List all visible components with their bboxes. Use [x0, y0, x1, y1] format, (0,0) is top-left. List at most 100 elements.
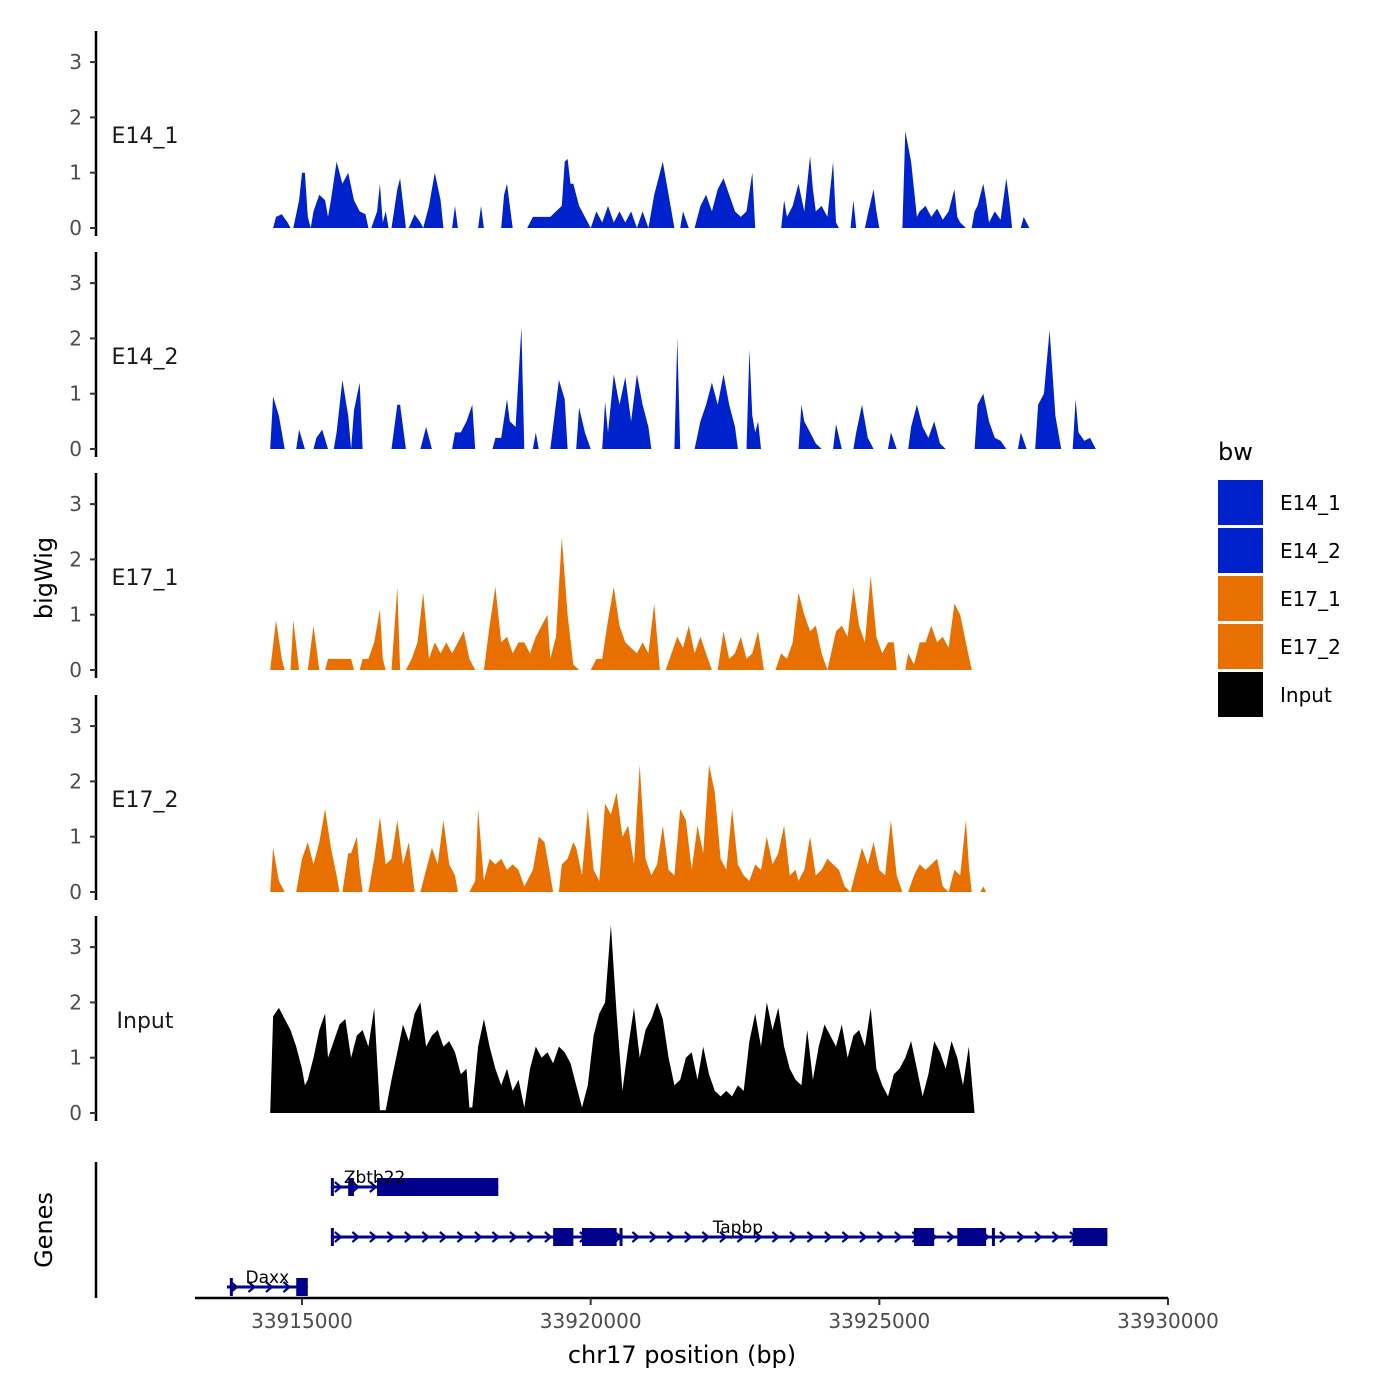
y-tick-label: 1 [69, 382, 82, 406]
strand-arrow [421, 1231, 431, 1243]
gene-exon [957, 1228, 987, 1246]
strand-arrow [701, 1231, 711, 1243]
legend-key-Input [1218, 672, 1263, 717]
legend-label: E17_2 [1280, 635, 1341, 659]
legend-key-E17_1 [1218, 576, 1263, 621]
strand-arrow [894, 1231, 903, 1243]
track-label: E17_1 [112, 566, 179, 591]
gene-Tapbp: Tapbp [330, 1218, 1108, 1246]
strand-arrow [230, 1281, 239, 1293]
strand-arrow [1016, 1231, 1026, 1243]
y-tick-label: 2 [69, 105, 82, 129]
track-E14_1: 0 1 2 3 E14_1 [69, 31, 1030, 240]
x-tick-label: 33915000 [251, 1309, 353, 1333]
strand-arrow [824, 1231, 833, 1243]
strand-arrow [789, 1231, 798, 1243]
genes-layer: Daxx Zbtb22 Tapbp [94, 1162, 1108, 1298]
track-label: Input [117, 1009, 174, 1034]
y-tick-label: 3 [69, 492, 82, 516]
strand-arrow [351, 1231, 361, 1243]
tracks-layer: 0 1 2 3 E14_1 0 1 2 3 E14_2 0 1 2 3 E17_1 0 1 2 3 E17_2 0 1 2 3… [69, 31, 1096, 1125]
strand-arrow [649, 1231, 658, 1243]
gene-label: Daxx [246, 1268, 290, 1288]
x-tick-label: 33925000 [828, 1309, 930, 1333]
gene-exon [330, 1178, 334, 1196]
x-tick-label: 33920000 [540, 1309, 642, 1333]
track-E17_1: 0 1 2 3 E17_1 [69, 473, 972, 682]
y-tick-label: 3 [69, 50, 82, 74]
track-E14_2: 0 1 2 3 E14_2 [69, 252, 1096, 461]
strand-arrow [456, 1231, 466, 1243]
strand-arrow [351, 1181, 361, 1193]
strand-arrow [631, 1231, 641, 1243]
strand-arrow [491, 1231, 501, 1243]
strand-arrow [544, 1231, 553, 1243]
legend: bw E14_1 E14_2 E17_1 E17_2 Input [1218, 438, 1341, 717]
strand-arrow [666, 1231, 676, 1243]
y-tick-label: 0 [69, 880, 82, 904]
strand-arrow [265, 1281, 274, 1293]
y-tick-label: 0 [69, 1101, 82, 1125]
strand-arrow [509, 1231, 518, 1243]
strand-arrow [999, 1231, 1008, 1243]
gene-label: Tapbp [712, 1218, 763, 1238]
track-area-E14_2 [270, 327, 1096, 449]
gene-label: Zbtb22 [344, 1168, 406, 1188]
gene-Daxx: Daxx [226, 1268, 308, 1296]
strand-arrow [404, 1231, 413, 1243]
track-label: E17_2 [112, 788, 179, 813]
legend-label: Input [1280, 683, 1332, 707]
strand-arrow [282, 1281, 292, 1293]
track-area-E14_1 [273, 131, 1030, 228]
strand-arrow [439, 1231, 448, 1243]
y-tick-label: 1 [69, 825, 82, 849]
strand-arrow [859, 1231, 868, 1243]
legend-label: E14_1 [1280, 491, 1341, 515]
gene-exon [991, 1228, 995, 1246]
strand-arrow [946, 1231, 956, 1243]
y-tick-label: 0 [69, 437, 82, 461]
track-Input: 0 1 2 3 Input [69, 916, 975, 1125]
strand-arrow [841, 1231, 851, 1243]
legend-label: E14_2 [1280, 539, 1341, 563]
track-area-E17_1 [270, 537, 972, 670]
strand-arrow [806, 1231, 816, 1243]
y-tick-label: 1 [69, 1046, 82, 1070]
y-tick-label: 2 [69, 990, 82, 1014]
strand-arrow [247, 1281, 257, 1293]
gene-exon [296, 1278, 308, 1296]
strand-arrow [526, 1231, 536, 1243]
strand-arrow [771, 1231, 781, 1243]
strand-arrow [474, 1231, 483, 1243]
strand-arrow [754, 1231, 763, 1243]
x-axis-title: chr17 position (bp) [568, 1341, 796, 1369]
y-tick-label: 3 [69, 935, 82, 959]
strand-arrow [386, 1231, 396, 1243]
gene-exon [348, 1178, 354, 1196]
strand-arrow [719, 1231, 728, 1243]
legend-key-E14_1 [1218, 480, 1263, 525]
y-axis-title: bigWig [30, 537, 58, 619]
gene-exon [377, 1178, 499, 1196]
track-label: E14_1 [112, 124, 179, 149]
legend-key-E14_2 [1218, 528, 1263, 573]
y-tick-label: 0 [69, 216, 82, 240]
y-tick-label: 3 [69, 714, 82, 738]
gene-exon [330, 1228, 334, 1246]
y-tick-label: 2 [69, 769, 82, 793]
y-tick-label: 2 [69, 326, 82, 350]
strand-arrow [369, 1181, 378, 1193]
gene-exon [913, 1228, 935, 1246]
legend-key-E17_2 [1218, 624, 1263, 669]
track-label: E14_2 [112, 345, 179, 370]
strand-arrow [1034, 1231, 1043, 1243]
strand-arrow [684, 1231, 693, 1243]
strand-arrow [369, 1231, 378, 1243]
y-tick-label: 0 [69, 658, 82, 682]
strand-arrow [334, 1231, 343, 1243]
strand-arrow [1051, 1231, 1061, 1243]
y-tick-label: 1 [69, 161, 82, 185]
strand-arrow [876, 1231, 886, 1243]
